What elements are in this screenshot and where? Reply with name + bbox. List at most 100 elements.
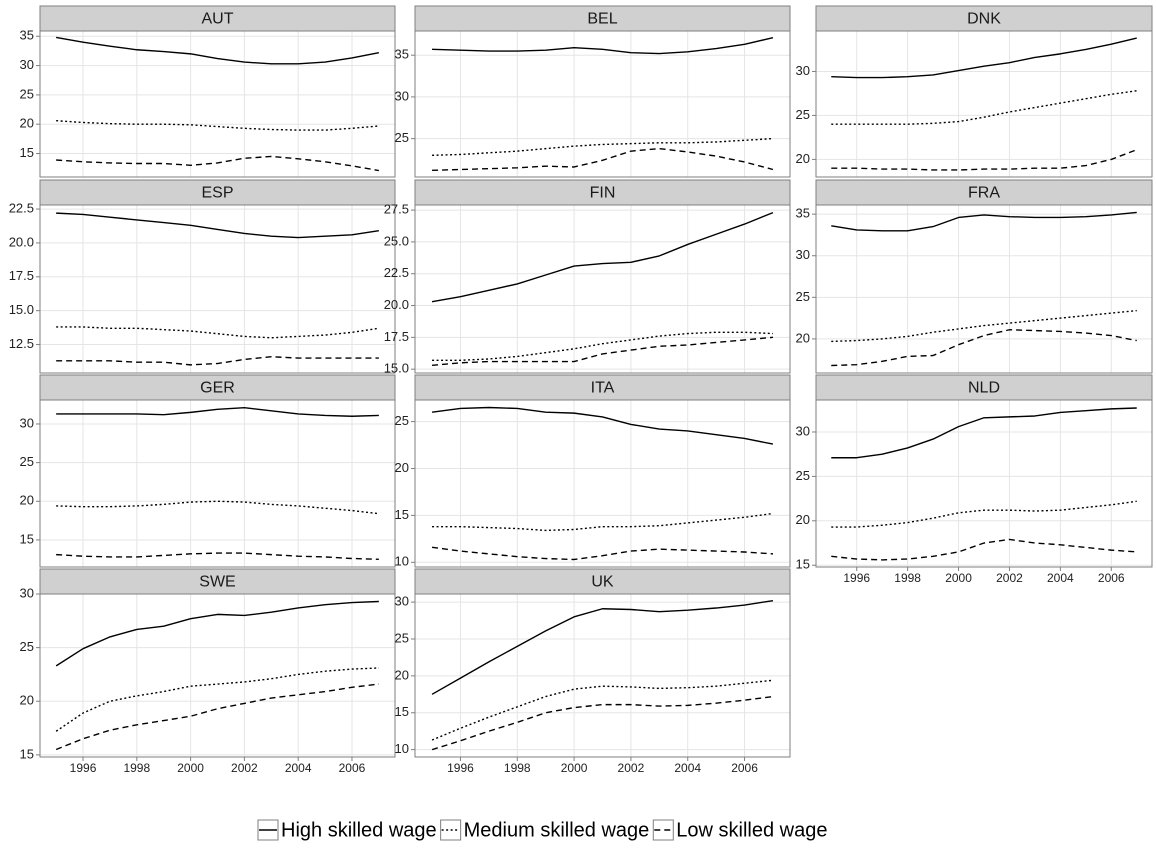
y-tick-label: 25 — [395, 630, 409, 645]
x-tick-label: 1998 — [504, 761, 531, 775]
x-tick-label: 1998 — [894, 571, 921, 585]
y-tick-label: 25 — [395, 130, 409, 145]
strip-title: FRA — [968, 185, 1000, 202]
panel-background — [816, 31, 1152, 177]
panel-border — [414, 399, 791, 568]
panel-border — [39, 204, 396, 374]
y-tick-label: 22.5 — [9, 201, 34, 216]
strip-title: BEL — [587, 11, 617, 28]
y-tick-label: 35 — [395, 47, 409, 62]
series-line — [831, 37, 1137, 79]
series-line — [831, 149, 1137, 171]
series-line — [831, 500, 1137, 528]
y-tick-label: 20 — [395, 667, 409, 682]
y-tick-label: 20 — [20, 693, 34, 708]
x-tick-label: 1996 — [70, 761, 97, 775]
y-tick-label: 20 — [395, 460, 409, 475]
y-tick-label: 10 — [395, 554, 409, 569]
strip — [39, 374, 396, 401]
x-tick-label: 1996 — [447, 761, 474, 775]
y-tick-label: 30 — [796, 63, 810, 78]
y-tick-label: 20 — [20, 493, 34, 508]
y-tick-label: 15 — [20, 746, 34, 761]
strip-title: AUT — [202, 11, 234, 28]
series-line — [831, 309, 1137, 343]
y-tick-label: 10 — [395, 741, 409, 756]
strip-title: ESP — [201, 185, 233, 202]
legend-key — [652, 819, 674, 841]
strip — [414, 374, 791, 401]
x-tick-label: 2000 — [561, 761, 588, 775]
series-line — [56, 36, 379, 65]
y-tick-label: 15 — [20, 531, 34, 546]
y-tick-label: 30 — [796, 423, 810, 438]
panel-background — [415, 31, 790, 177]
panel-border — [39, 399, 396, 568]
y-tick-label: 20 — [796, 330, 810, 345]
legend-label: Low skilled wage — [676, 819, 827, 841]
y-tick-label: 15.0 — [384, 361, 409, 376]
series-line — [431, 695, 774, 751]
panel-border — [815, 30, 1153, 178]
series-line — [432, 147, 774, 172]
y-tick-label: 25 — [395, 413, 409, 428]
strip-title: UK — [591, 574, 614, 591]
y-tick-label: 15 — [395, 704, 409, 719]
x-tick-label: 2006 — [339, 761, 366, 775]
y-tick-label: 20 — [796, 151, 810, 166]
series-line — [831, 329, 1137, 367]
panel-background — [40, 400, 395, 567]
strip — [815, 179, 1153, 206]
y-tick-label: 35 — [796, 206, 810, 221]
x-tick-label: 2006 — [1098, 571, 1125, 585]
series-line — [431, 546, 773, 561]
y-tick-label: 22.5 — [384, 265, 409, 280]
panel-background — [40, 205, 395, 373]
series-line — [56, 552, 379, 560]
series-line — [831, 407, 1137, 459]
series-line — [56, 212, 379, 239]
x-tick-label: 2004 — [674, 761, 701, 775]
x-tick-label: 2002 — [618, 761, 645, 775]
panel-border — [39, 30, 396, 178]
y-tick-label: 25.0 — [384, 233, 409, 248]
series-line — [831, 211, 1137, 232]
legend-label: Medium skilled wage — [464, 819, 650, 841]
x-tick-label: 2000 — [945, 571, 972, 585]
strip — [414, 568, 791, 595]
strip — [414, 179, 791, 206]
strip — [39, 568, 396, 595]
strip-title: DNK — [967, 11, 1001, 28]
y-tick-label: 35 — [20, 28, 34, 43]
panel-background — [816, 400, 1152, 567]
y-tick-label: 27.5 — [384, 202, 409, 217]
x-tick-label: 2004 — [285, 761, 312, 775]
x-tick-label: 2000 — [177, 761, 204, 775]
y-tick-label: 15.0 — [9, 302, 34, 317]
strip-title: NLD — [968, 380, 1000, 397]
series-line — [431, 679, 774, 741]
panel-border — [39, 593, 396, 758]
y-tick-label: 25 — [20, 454, 34, 469]
strip-title: FIN — [590, 185, 616, 202]
y-tick-label: 30 — [395, 88, 409, 103]
y-tick-label: 15 — [395, 507, 409, 522]
series-line — [431, 211, 774, 303]
y-tick-label: 30 — [395, 594, 409, 609]
strip — [414, 5, 791, 32]
series-line — [432, 331, 773, 361]
series-line — [432, 36, 774, 55]
y-tick-label: 17.5 — [9, 268, 34, 283]
strip — [39, 179, 396, 206]
y-tick-label: 20.0 — [384, 297, 409, 312]
series-line — [831, 538, 1137, 561]
y-tick-label: 30 — [20, 585, 34, 600]
series-line — [432, 512, 774, 532]
legend-label: High skilled wage — [281, 819, 437, 841]
y-tick-label: 25 — [796, 289, 810, 304]
series-line — [431, 599, 774, 695]
panel-background — [415, 400, 790, 567]
panel-border — [815, 399, 1153, 568]
